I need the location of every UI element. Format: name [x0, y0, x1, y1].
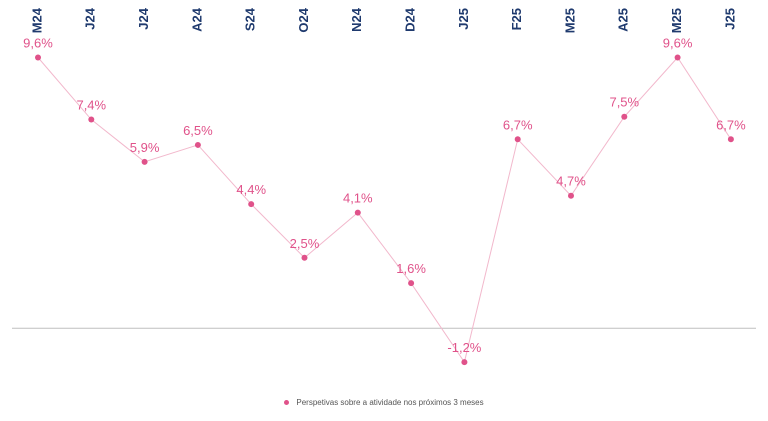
x-tick-label: F25 — [509, 8, 524, 30]
data-label: 6,7% — [503, 117, 533, 132]
data-point — [194, 141, 201, 148]
legend-marker — [284, 400, 290, 405]
x-axis-ticks: M24 J24 J24 A24 S24 O24 N24 D24 J25 F25 M25 A25 M25 J… — [29, 7, 737, 33]
data-label: 9,6% — [663, 35, 693, 50]
data-point — [35, 54, 41, 61]
data-label: 5,9% — [130, 140, 160, 155]
x-tick-label: J24 — [136, 7, 151, 29]
x-tick-label: M24 — [29, 7, 44, 33]
data-point — [514, 136, 521, 143]
data-label: 9,6% — [23, 35, 53, 50]
legend: Perspetivas sobre a atividade nos próxim… — [0, 398, 768, 407]
data-point — [568, 192, 574, 199]
data-label: 1,6% — [396, 261, 426, 276]
x-tick-label: N24 — [349, 7, 364, 32]
x-tick-label: S24 — [243, 7, 258, 31]
data-point — [621, 113, 628, 120]
data-label: 7,5% — [609, 95, 639, 110]
data-point — [248, 201, 255, 208]
data-label: 4,4% — [236, 182, 266, 197]
data-label: 7,4% — [76, 98, 106, 113]
data-point — [674, 54, 681, 61]
series-group: 9,6% 7,4% 5,9% 6,5% 4,4% 2,5% 4,1% 1,6% -1,2% 6,7… — [23, 35, 746, 366]
data-point — [141, 158, 148, 165]
data-point — [408, 280, 415, 287]
data-point — [727, 136, 734, 143]
data-point — [301, 254, 308, 261]
data-label: 4,7% — [556, 174, 586, 189]
x-tick-label: A24 — [189, 7, 204, 32]
x-tick-label: M25 — [669, 8, 684, 33]
x-tick-label: A25 — [616, 8, 631, 32]
data-point — [88, 116, 95, 123]
x-tick-label: M25 — [562, 8, 577, 33]
x-tick-label: J25 — [722, 8, 737, 30]
x-tick-label: J24 — [83, 7, 98, 29]
data-label: 2,5% — [290, 236, 320, 251]
series-line — [37, 56, 732, 364]
legend-label: Perspetivas sobre a atividade nos próxim… — [296, 398, 484, 407]
data-point — [354, 209, 361, 216]
x-tick-label: D24 — [403, 7, 418, 32]
data-point — [461, 359, 468, 366]
x-tick-label: J25 — [456, 8, 471, 30]
data-label: 6,7% — [716, 117, 746, 132]
data-label: 4,1% — [343, 191, 373, 206]
data-label: 6,5% — [183, 123, 213, 138]
data-label: -1,2% — [447, 340, 481, 355]
x-tick-label: O24 — [296, 7, 311, 32]
